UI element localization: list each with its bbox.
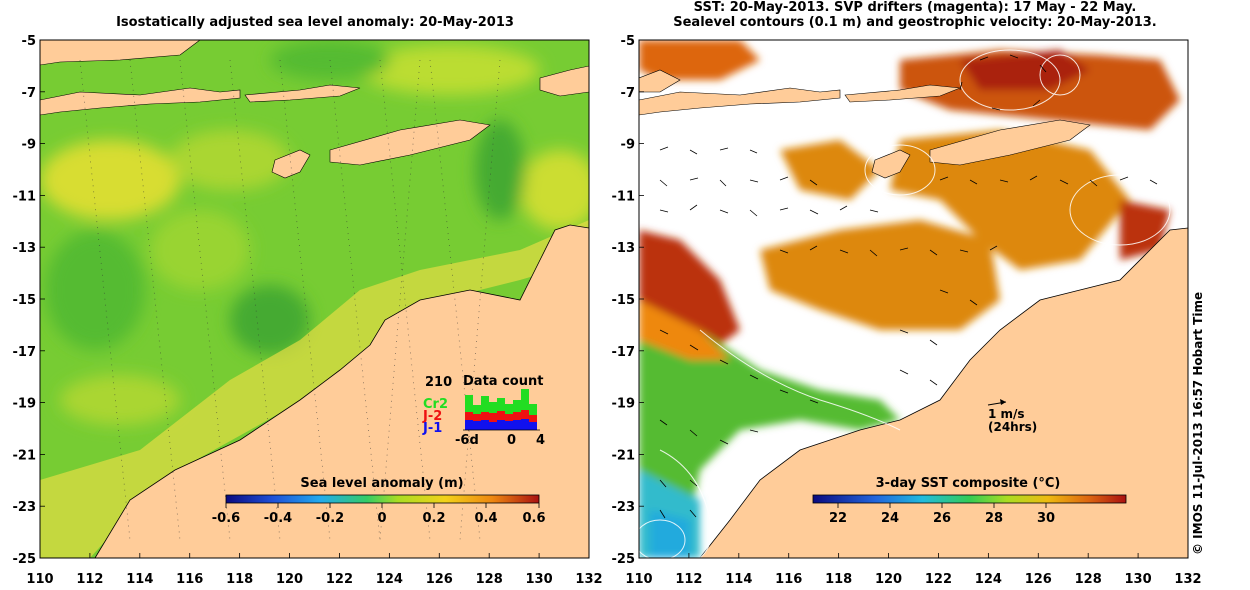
sla-anomaly-patches (40, 40, 589, 425)
left-y-tick--21: -21 (13, 448, 37, 463)
sla-tick-1: -0.4 (264, 511, 292, 526)
imos-credit: © IMOS 11-Jul-2013 16:57 Hobart Time (1191, 291, 1205, 555)
left-x-tick-118: 118 (226, 572, 253, 587)
java-island-right (639, 87, 841, 116)
left-x-tick-120: 120 (276, 572, 303, 587)
sst-tick-3: 28 (985, 511, 1003, 526)
right-x-tick-114: 114 (725, 572, 752, 587)
left-x-tick-130: 130 (526, 572, 553, 587)
right-y-tick--13: -13 (612, 241, 636, 256)
right-map-title-line1: SST: 20-May-2013. SVP drifters (magenta)… (693, 0, 1137, 15)
sst-colorbar-label: 3-day SST composite (°C) (876, 476, 1061, 491)
right-y-tick--19: -19 (612, 397, 636, 412)
australia-landmass-right (699, 227, 1188, 558)
right-y-tick--9: -9 (621, 138, 635, 153)
sst-tick-0: 22 (829, 511, 847, 526)
sat-label-j1: J-1 (422, 421, 442, 436)
left-x-tick-124: 124 (376, 572, 403, 587)
left-y-tick--9: -9 (22, 138, 36, 153)
right-y-tick--7: -7 (621, 86, 635, 101)
left-y-tick--23: -23 (13, 500, 37, 515)
data-count-inset: Data count 210 Cr2 J-2 J-1 -6d 0 4 (422, 374, 545, 448)
right-y-tick--5: -5 (621, 34, 635, 49)
left-y-tick--25: -25 (13, 552, 37, 567)
right-x-tick-128: 128 (1075, 572, 1102, 587)
right-x-tick-110: 110 (625, 572, 652, 587)
velocity-scale-sublabel: (24hrs) (988, 420, 1037, 434)
sat-label-j2: J-2 (422, 409, 442, 424)
sumba-island-left (271, 149, 311, 179)
sla-tick-6: 0.6 (522, 511, 545, 526)
data-count-max: 210 (425, 375, 452, 390)
sat-label-cr2: Cr2 (423, 397, 448, 412)
right-y-tick--25: -25 (612, 552, 636, 567)
left-y-tick--17: -17 (13, 345, 37, 360)
data-count-bars (465, 389, 537, 430)
left-x-tick-126: 126 (426, 572, 453, 587)
sla-tick-5: 0.4 (474, 511, 497, 526)
data-count-axis-start: -6d (455, 433, 479, 448)
data-count-title: Data count (463, 374, 543, 389)
data-count-axis-end: 4 (536, 433, 545, 448)
right-x-tick-124: 124 (975, 572, 1002, 587)
sst-tick-1: 24 (881, 511, 899, 526)
data-count-axis-zero: 0 (507, 433, 516, 448)
right-x-tick-126: 126 (1025, 572, 1052, 587)
sla-colorbar (225, 494, 540, 504)
right-y-tick--21: -21 (612, 448, 636, 463)
timor-island-left (329, 119, 491, 166)
right-x-tick-130: 130 (1125, 572, 1152, 587)
left-y-tick--15: -15 (13, 293, 37, 308)
velocity-scale-label: 1 m/s (988, 407, 1025, 421)
java-island-left (40, 87, 241, 116)
right-y-tick--17: -17 (612, 345, 636, 360)
right-map (639, 40, 1188, 558)
right-map-title-line2: Sealevel contours (0.1 m) and geostrophi… (673, 15, 1157, 30)
sla-tick-4: 0.2 (422, 511, 445, 526)
australia-landmass-left (40, 224, 589, 558)
left-x-tick-116: 116 (176, 572, 203, 587)
left-y-tick--7: -7 (22, 86, 36, 101)
right-y-tick--23: -23 (612, 500, 636, 515)
sla-tick-0: -0.6 (212, 511, 240, 526)
sla-tick-3: 0 (377, 511, 386, 526)
left-x-tick-114: 114 (126, 572, 153, 587)
left-x-tick-122: 122 (326, 572, 353, 587)
sst-colorbar (812, 494, 1127, 504)
left-y-tick--11: -11 (13, 189, 37, 204)
left-x-tick-132: 132 (575, 572, 602, 587)
right-x-tick-116: 116 (775, 572, 802, 587)
geostrophic-velocity-arrows (659, 54, 1158, 519)
right-x-tick-120: 120 (875, 572, 902, 587)
velocity-scale-arrow (987, 399, 1007, 406)
timor-island-right (929, 119, 1091, 166)
sst-tick-2: 26 (933, 511, 951, 526)
right-y-tick--15: -15 (612, 293, 636, 308)
sla-colorbar-label: Sea level anomaly (m) (300, 476, 463, 491)
sst-tick-4: 30 (1037, 511, 1055, 526)
altimeter-tracks (79, 59, 501, 541)
right-x-tick-132: 132 (1174, 572, 1201, 587)
right-x-tick-112: 112 (675, 572, 702, 587)
sea-level-contours (639, 49, 1171, 558)
right-y-tick--11: -11 (612, 189, 636, 204)
sst-field (639, 40, 1180, 558)
right-x-tick-122: 122 (925, 572, 952, 587)
left-x-tick-110: 110 (26, 572, 53, 587)
left-x-tick-112: 112 (76, 572, 103, 587)
sumba-island-right (871, 149, 911, 179)
left-x-tick-128: 128 (476, 572, 503, 587)
axis-tick-labels: 110 112 114 116 118 120 122 124 126 128 130 132 -5 -7… (13, 34, 1202, 587)
left-y-tick--5: -5 (22, 34, 36, 49)
sla-tick-2: -0.2 (316, 511, 344, 526)
left-map (40, 40, 589, 558)
left-y-tick--13: -13 (13, 241, 37, 256)
left-map-title: Isostatically adjusted sea level anomaly… (116, 15, 514, 30)
left-y-tick--19: -19 (13, 397, 37, 412)
right-x-tick-118: 118 (825, 572, 852, 587)
